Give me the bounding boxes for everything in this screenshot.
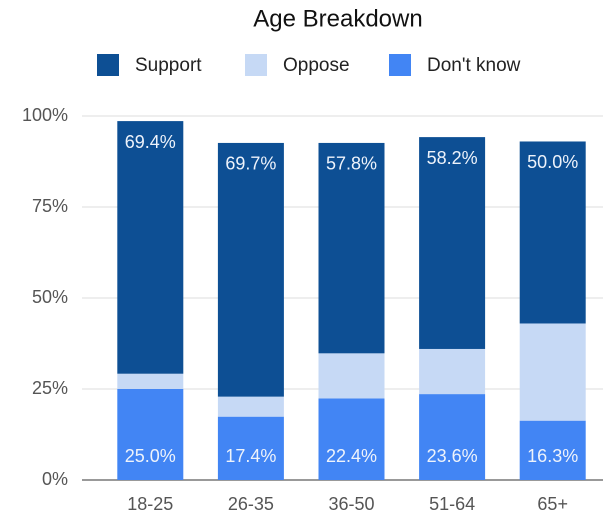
bar-segment [519, 141, 586, 324]
x-tick-label: 51-64 [429, 494, 475, 514]
value-label: 17.4% [225, 446, 276, 466]
bar-segment [419, 137, 486, 349]
value-label: 25.0% [125, 446, 176, 466]
legend-swatch [97, 54, 119, 76]
y-tick-label: 100% [22, 105, 68, 125]
legend-label: Don't know [427, 55, 521, 76]
bar-segment [217, 396, 284, 417]
value-label: 22.4% [326, 446, 377, 466]
bar-segment [217, 142, 284, 397]
x-tick-label: 18-25 [127, 494, 173, 514]
value-label: 23.6% [427, 446, 478, 466]
bar-segment [217, 416, 284, 480]
legend-label: Support [135, 55, 202, 76]
y-tick-label: 50% [32, 287, 68, 307]
value-label: 50.0% [527, 152, 578, 172]
bar-segment [117, 373, 184, 389]
bar-segment [519, 323, 586, 421]
x-tick-label: 26-35 [228, 494, 274, 514]
bar-segment [318, 142, 385, 354]
x-tick-label: 65+ [537, 494, 568, 514]
bar-segment [318, 353, 385, 399]
value-label: 69.7% [225, 154, 276, 174]
bar-segment [117, 121, 184, 374]
bar-segment [419, 348, 486, 395]
bar-segment [419, 394, 486, 480]
x-tick-label: 36-50 [328, 494, 374, 514]
bar-segment [117, 389, 184, 480]
bar-segment [519, 420, 586, 480]
legend-swatch [245, 54, 267, 76]
legend-swatch [389, 54, 411, 76]
value-label: 58.2% [427, 148, 478, 168]
chart-title: Age Breakdown [253, 5, 422, 32]
value-label: 57.8% [326, 154, 377, 174]
bar-segment [318, 398, 385, 480]
legend-label: Oppose [283, 55, 350, 76]
y-tick-label: 75% [32, 196, 68, 216]
y-tick-label: 0% [42, 469, 68, 489]
y-tick-label: 25% [32, 378, 68, 398]
value-label: 16.3% [527, 446, 578, 466]
value-label: 69.4% [125, 132, 176, 152]
